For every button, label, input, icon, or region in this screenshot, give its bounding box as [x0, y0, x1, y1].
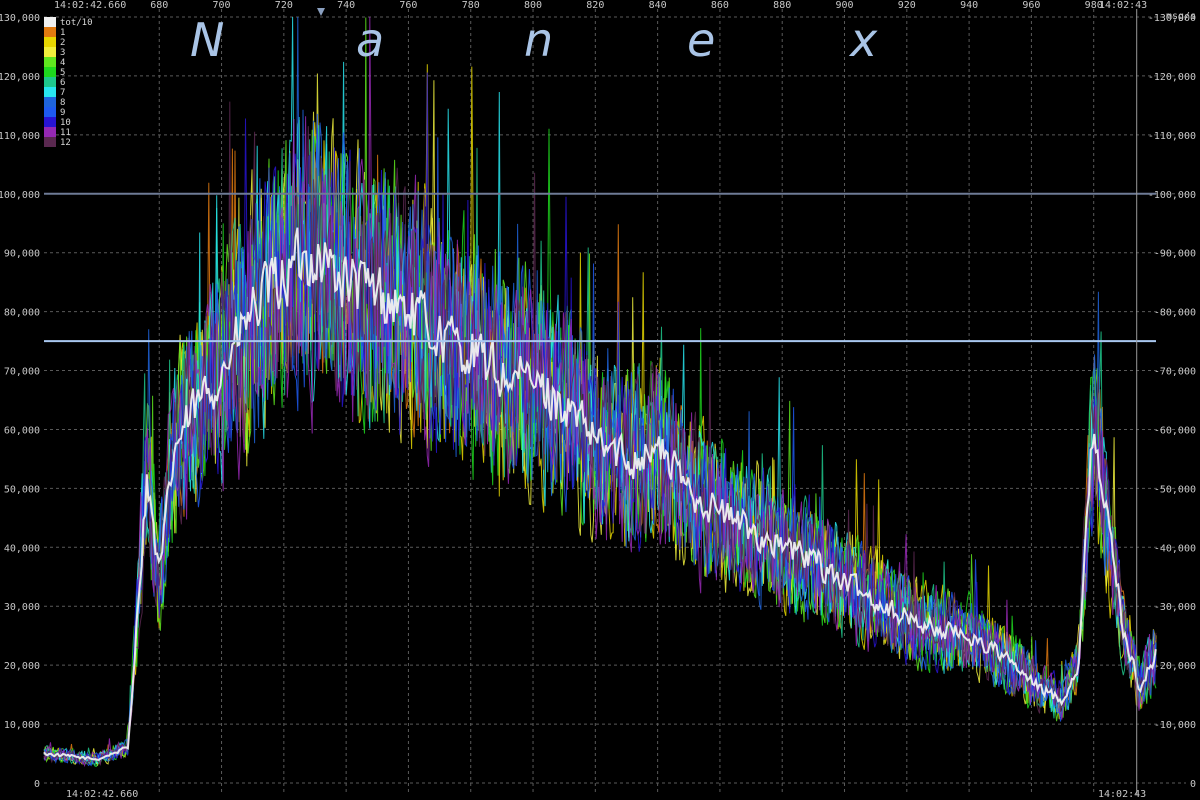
y-tick-label-right: -90,000: [1154, 249, 1196, 260]
y-tick-label-left: 50,000: [4, 484, 40, 495]
x-tick-label: 860: [711, 0, 729, 11]
x-tick-label: 760: [399, 0, 417, 11]
legend-label: 9: [60, 108, 65, 118]
y-tick-label-right: -100,000: [1148, 190, 1196, 201]
series-line-12: [43, 101, 1157, 766]
legend-swatch: [44, 127, 56, 137]
legend-label: 3: [60, 48, 65, 58]
legend-label: 1: [60, 28, 65, 38]
unit-label: msg/s: [1166, 11, 1196, 22]
legend-label: 8: [60, 98, 65, 108]
legend-swatch: [44, 17, 56, 27]
reference-lines: [44, 9, 1156, 795]
y-tick-label-right: -10,000: [1154, 720, 1196, 731]
timestamp-bottom-right: 14:02:43: [1098, 789, 1146, 800]
x-tick-label: 820: [586, 0, 604, 11]
legend-swatch: [44, 87, 56, 97]
legend-swatch: [44, 57, 56, 67]
x-tick-label: 840: [649, 0, 667, 11]
legend-swatch: [44, 27, 56, 37]
legend-swatch: [44, 107, 56, 117]
y-tick-label-left: 70,000: [4, 367, 40, 378]
legend-label: 4: [60, 58, 65, 68]
y-tick-label-right: -40,000: [1154, 543, 1196, 554]
legend-swatch: [44, 37, 56, 47]
timestamp-top-left: 14:02:42.660: [54, 0, 126, 11]
y-tick-label-left: 100,000: [0, 190, 40, 201]
y-tick-label-right: -30,000: [1154, 602, 1196, 613]
y-tick-label-right: -20,000: [1154, 661, 1196, 672]
y-tick-label-left: 110,000: [0, 131, 40, 142]
x-axis-top: 680 700 720 740 760 780 800 820 840 860 880 900 920 9…: [150, 0, 1103, 11]
x-tick-label: 920: [898, 0, 916, 11]
brand-letter: x: [848, 13, 878, 67]
legend-swatch: [44, 137, 56, 147]
y-tick-label-left: 90,000: [4, 249, 40, 260]
y-tick-label-left: 120,000: [0, 72, 40, 83]
y-tick-label-left: 60,000: [4, 425, 40, 436]
y-tick-label-right: -80,000: [1154, 308, 1196, 319]
y-axis-right: 0 -10,000 -20,000 -30,000 -40,000 -50,000 -60,…: [1148, 13, 1196, 790]
x-tick-label: 980: [1085, 0, 1103, 11]
y-tick-label-right: -120,000: [1148, 72, 1196, 83]
x-tick-label: 740: [337, 0, 355, 11]
x-tick-label: 720: [275, 0, 293, 11]
legend-label: 6: [60, 78, 65, 88]
y-tick-label-right: -110,000: [1148, 131, 1196, 142]
timestamp-top-right: 14:02:43: [1099, 0, 1147, 11]
brand-letter: N: [190, 13, 224, 67]
y-tick-label-right: -70,000: [1154, 367, 1196, 378]
x-tick-label: 800: [524, 0, 542, 11]
y-tick-label-left: 40,000: [4, 543, 40, 554]
series-line-11: [43, 16, 1157, 768]
y-tick-label-left: 10,000: [4, 720, 40, 731]
x-tick-label: 700: [213, 0, 231, 11]
brand-watermark: N a n e x: [190, 13, 878, 67]
brand-letter: a: [356, 13, 384, 67]
x-tick-label: 900: [835, 0, 853, 11]
series-line-tot-10: [43, 227, 1157, 761]
brand-letter: e: [687, 13, 715, 67]
legend-swatch: [44, 67, 56, 77]
legend-label: tot/10: [60, 18, 93, 28]
legend-label: 5: [60, 68, 65, 78]
timestamp-bottom-left: 14:02:42.660: [66, 789, 138, 800]
legend-swatch: [44, 47, 56, 57]
y-tick-label-left: 80,000: [4, 308, 40, 319]
x-tick-label: 940: [960, 0, 978, 11]
legend-swatch: [44, 77, 56, 87]
legend-label: 2: [60, 38, 65, 48]
x-tick-label: 880: [773, 0, 791, 11]
y-tick-label-right: -130,000: [1148, 13, 1196, 24]
y-tick-label-right: -60,000: [1154, 425, 1196, 436]
y-tick-label-left: 0: [34, 779, 40, 790]
x-tick-label: 680: [150, 0, 168, 11]
legend-swatch: [44, 97, 56, 107]
legend-label: 11: [60, 128, 71, 138]
legend-label: 7: [60, 88, 65, 98]
x-tick-label: 780: [462, 0, 480, 11]
y-tick-label-right: -50,000: [1154, 484, 1196, 495]
y-axis-left: 0 10,000 20,000 30,000 40,000 50,000 60,000 70,…: [0, 13, 40, 790]
series-line-9: [43, 113, 1157, 767]
x-tick-label: 960: [1022, 0, 1040, 11]
legend-swatch: [44, 117, 56, 127]
y-tick-label-left: 130,000: [0, 13, 40, 24]
y-tick-label-right: 0: [1190, 779, 1196, 790]
series-layer: [43, 16, 1157, 768]
legend-label: 12: [60, 138, 71, 148]
y-tick-label-left: 20,000: [4, 661, 40, 672]
legend-label: 10: [60, 118, 71, 128]
cursor-marker-icon: [317, 8, 325, 16]
y-tick-label-left: 30,000: [4, 602, 40, 613]
brand-letter: n: [524, 13, 553, 67]
